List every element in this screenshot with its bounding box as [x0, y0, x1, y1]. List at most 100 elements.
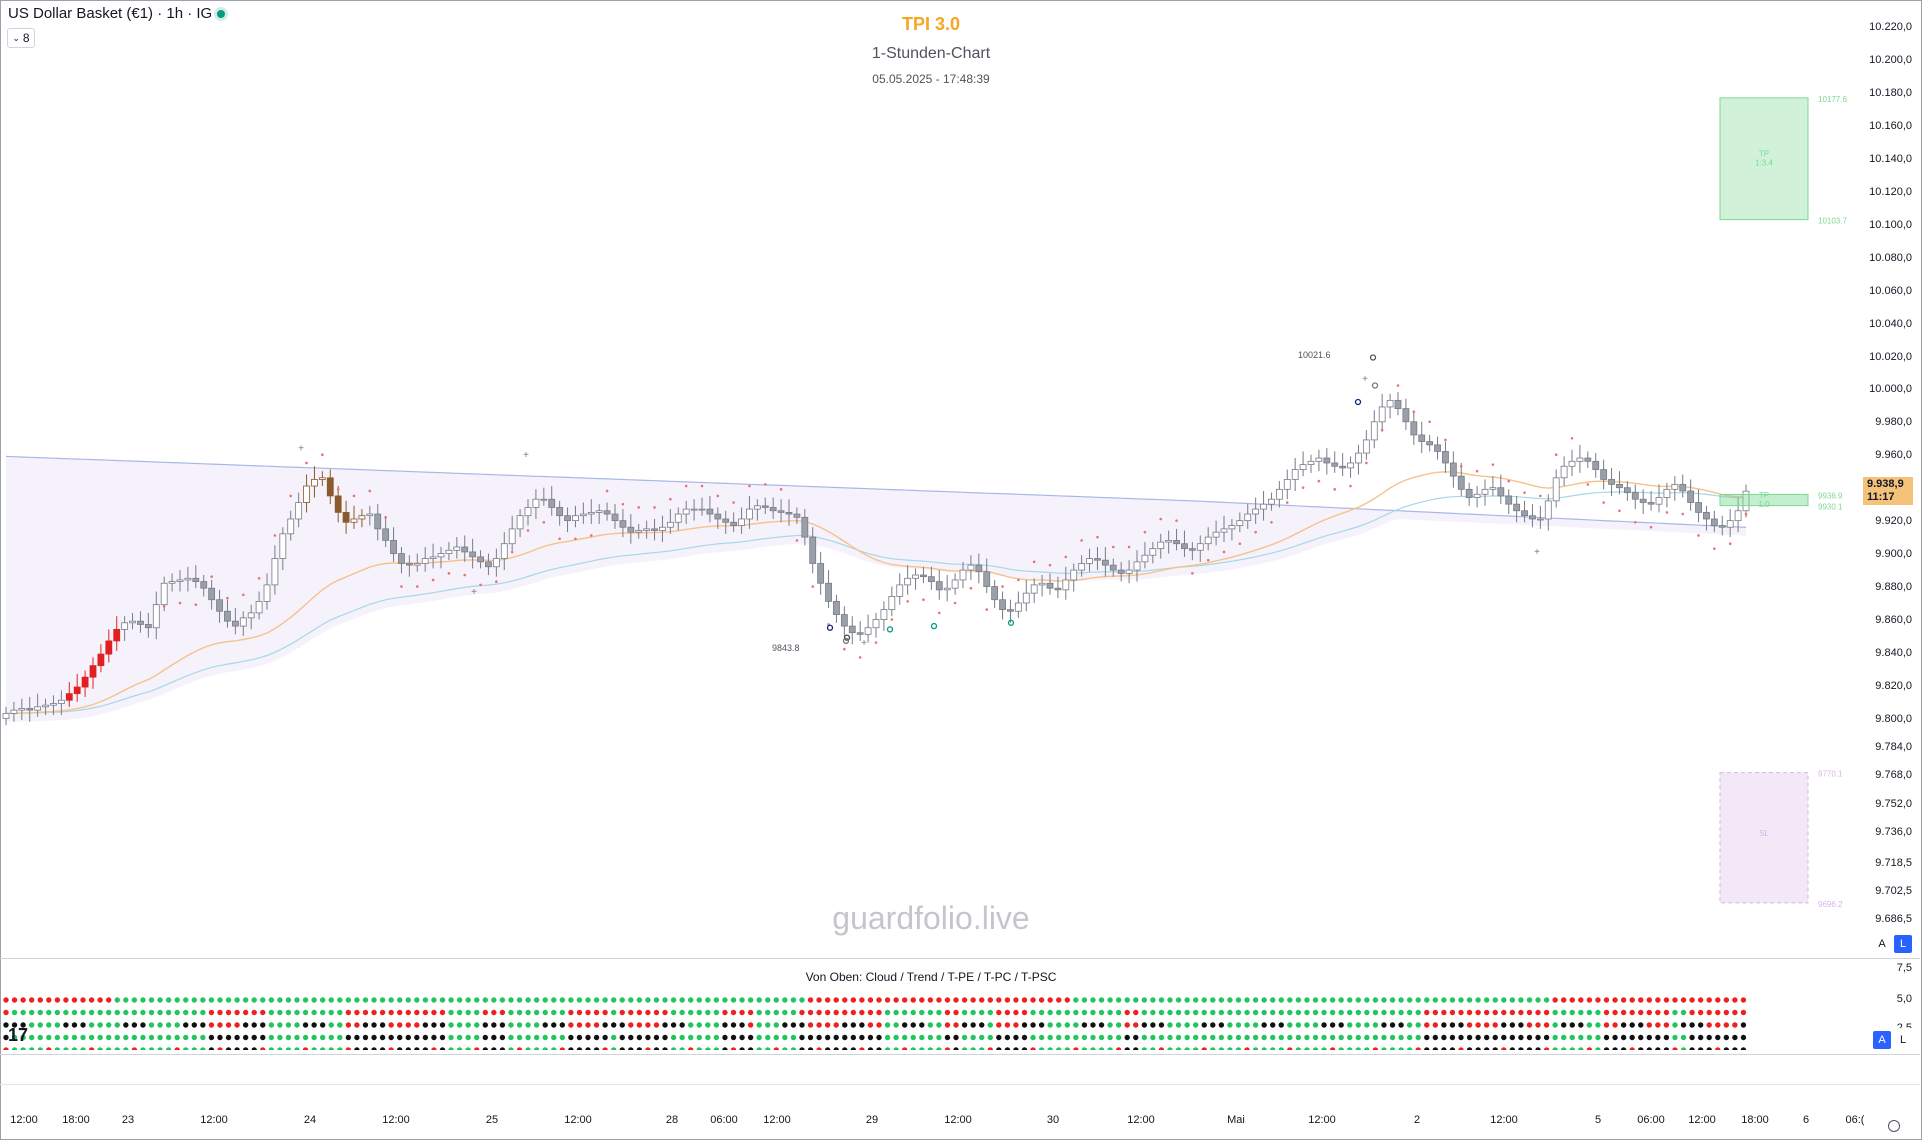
- price-axis[interactable]: 10.220,0 10.200,0 10.180,0 10.160,0 10.140,0…: [1862, 0, 1920, 958]
- indicator-dot: [1415, 1047, 1421, 1050]
- indicator-dot: [936, 1022, 942, 1028]
- indicator-dot: [1295, 1009, 1302, 1016]
- indicator-dot: [106, 1047, 112, 1050]
- indicator-dot: [1672, 1022, 1678, 1028]
- indicator-dot: [439, 1047, 446, 1050]
- indicator-dot: [987, 1009, 993, 1016]
- indicator-dot: [1364, 1009, 1370, 1016]
- indicator-dot: [1475, 997, 1481, 1003]
- indicator-dot: [568, 997, 574, 1003]
- candle-body: [1181, 543, 1188, 550]
- log-scale-button[interactable]: L: [1894, 935, 1912, 953]
- indicator-dot: [824, 1034, 831, 1041]
- indicator-dot: [1261, 1022, 1267, 1028]
- trailing-stop-dot: [1222, 550, 1226, 554]
- candle: [326, 469, 334, 505]
- indicator-dot: [1321, 1034, 1327, 1041]
- time-axis[interactable]: 12:00 18:00 23 12:00 24 12:00 25 12:00 28 06:00 12…: [0, 1114, 1900, 1134]
- indicator-dot: [345, 1022, 352, 1028]
- trailing-stop-dot: [985, 608, 989, 611]
- indicator-dot: [859, 1034, 865, 1041]
- price-axis-label: 10.200,0: [1869, 53, 1912, 66]
- candle: [1481, 479, 1489, 506]
- candle: [255, 591, 263, 620]
- indicator-dot: [414, 997, 420, 1003]
- indicator-dot: [422, 1047, 429, 1050]
- indicator-dot: [20, 997, 26, 1003]
- stop-loss-zone: [1719, 772, 1809, 904]
- indicator-dot: [131, 1009, 138, 1016]
- indicator-dot: [1406, 1047, 1413, 1050]
- indicator-dot: [225, 997, 232, 1003]
- collapse-indicators-button[interactable]: ⌄ 8: [7, 28, 35, 48]
- indicator-dot: [1578, 1022, 1584, 1028]
- candle: [1101, 547, 1109, 577]
- indicator-dot: [448, 1009, 454, 1016]
- candle-body: [1378, 406, 1386, 423]
- trailing-stop-dot: [795, 539, 799, 542]
- indicator-dot: [773, 1022, 779, 1028]
- candle-body: [825, 582, 832, 602]
- indicator-dot: [148, 1009, 155, 1016]
- candle: [1165, 530, 1173, 554]
- indicator-dot: [242, 1009, 249, 1016]
- indicator-dot: [165, 1022, 172, 1028]
- indicator-log-scale-button[interactable]: L: [1899, 1034, 1907, 1046]
- tradingview-logo[interactable]: 17: [8, 1025, 29, 1045]
- candle: [1299, 451, 1307, 477]
- indicator-dot: [183, 1047, 189, 1050]
- indicator-dot: [867, 1047, 874, 1050]
- indicator-dot: [568, 1034, 574, 1041]
- indicator-dot: [465, 997, 471, 1003]
- indicator-dot: [859, 1009, 865, 1016]
- candle-body: [848, 625, 856, 634]
- auto-scale-button[interactable]: A: [1878, 938, 1886, 950]
- indicator-dot: [645, 1009, 651, 1016]
- price-chart[interactable]: 10177.610103.7TP1:3.49936.99930.1TP1:097…: [0, 0, 1862, 958]
- indicator-axis[interactable]: 7,5 5,0 2,5: [1862, 958, 1920, 1054]
- indicator-dot: [799, 1009, 805, 1016]
- indicator-dot: [1115, 1034, 1122, 1041]
- indicator-dot: [1732, 1047, 1738, 1050]
- indicator-dot: [1158, 1034, 1165, 1041]
- indicator-dot: [302, 1034, 309, 1041]
- indicator-dot: [739, 1034, 745, 1041]
- indicator-dot: [1501, 1047, 1507, 1050]
- indicator-dot: [1278, 1047, 1284, 1050]
- pane-separator[interactable]: [0, 958, 1920, 959]
- pane-separator[interactable]: [0, 1054, 1920, 1055]
- indicator-dot: [551, 1047, 557, 1050]
- candle: [1703, 505, 1710, 531]
- trailing-stop-dot: [526, 529, 530, 532]
- indicator-dot: [1552, 1022, 1558, 1028]
- price-axis-label: 9.900,0: [1875, 548, 1912, 561]
- indicator-dot: [499, 997, 506, 1003]
- candle: [1426, 434, 1434, 452]
- candle: [382, 517, 390, 547]
- indicator-dot: [1227, 1034, 1233, 1041]
- indicator-auto-scale-button[interactable]: A: [1873, 1031, 1891, 1049]
- indicator-dot: [1441, 1022, 1447, 1028]
- indicator-dot: [927, 997, 934, 1003]
- indicator-dot: [260, 1047, 266, 1050]
- indicator-axis-label: 5,0: [1896, 993, 1912, 1005]
- symbol-title[interactable]: US Dollar Basket (€1) · 1h · IG: [8, 5, 213, 22]
- candle-body: [1426, 441, 1434, 446]
- candle-body: [97, 653, 105, 667]
- trailing-stop-dot: [732, 501, 735, 504]
- candle: [1402, 398, 1410, 431]
- indicator-dot: [1073, 1022, 1079, 1028]
- indicator-dot: [1509, 1022, 1516, 1028]
- indicator-dot: [1740, 1022, 1747, 1028]
- indicator-dot: [619, 1009, 625, 1016]
- indicator-dot: [1252, 1009, 1259, 1016]
- candle-body: [722, 518, 730, 523]
- indicator-dot: [474, 1047, 480, 1050]
- indicator-dot: [1235, 1009, 1242, 1016]
- indicator-dot: [1073, 1009, 1079, 1016]
- candle: [627, 514, 635, 544]
- chart-settings-icon[interactable]: [1888, 1120, 1900, 1132]
- indicator-dot: [268, 1022, 275, 1028]
- candle-body: [200, 581, 208, 589]
- indicator-dot: [508, 1047, 514, 1050]
